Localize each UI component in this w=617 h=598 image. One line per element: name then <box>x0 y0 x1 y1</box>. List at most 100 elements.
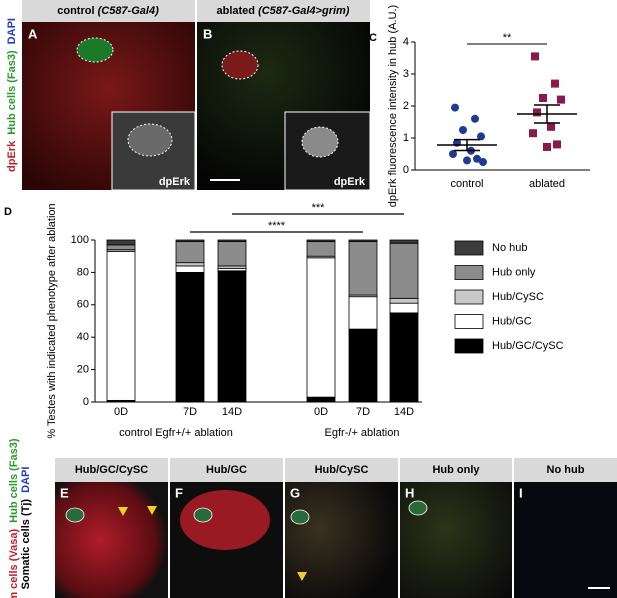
y-tick-label: 4 <box>403 36 409 48</box>
side-label: Germ cells (Vasa) Hub cells (Fas3) Somat… <box>8 435 32 598</box>
dot <box>529 129 537 138</box>
legend-swatch <box>454 314 484 329</box>
legend-swatch <box>454 338 484 354</box>
micrograph <box>514 482 617 598</box>
y-tick-label: 1 <box>403 132 409 144</box>
header-text: ablated <box>217 5 256 17</box>
y-tick-label: 100 <box>71 234 89 246</box>
legend-swatch <box>454 289 484 305</box>
hub-outline <box>193 507 213 523</box>
dot <box>471 114 479 123</box>
label-part: Hub cells (Fas3) <box>6 50 18 135</box>
panel-header-bg <box>170 458 283 482</box>
x-tick-label: ablated <box>529 178 565 190</box>
inset-label: dpErk <box>334 176 366 188</box>
panel-header: Hub/GC/CySC <box>75 464 148 476</box>
y-tick-label: 40 <box>77 331 89 343</box>
panel-header: No hub <box>547 464 585 476</box>
bar-segment <box>306 257 336 398</box>
inset-label: dpErk <box>159 176 191 188</box>
legend-label: No hub <box>492 242 527 254</box>
dot <box>477 132 485 141</box>
micrograph <box>285 482 398 598</box>
legend-label: Hub only <box>492 266 536 278</box>
bar-segment <box>217 270 247 403</box>
header-italic: (C587-Gal4) <box>98 5 159 17</box>
side-label: dpErk Hub cells (Fas3) DAPI <box>6 18 18 172</box>
panel-letter: A <box>28 26 38 41</box>
inset-hub <box>127 123 173 157</box>
hub-outline <box>76 37 114 63</box>
label-part: Germ cells (Vasa) <box>8 529 20 598</box>
dot <box>557 95 565 104</box>
panel-header-bg <box>285 458 398 482</box>
dot <box>553 140 561 149</box>
bar-segment <box>389 239 419 244</box>
bar-segment <box>175 241 205 264</box>
arrowhead <box>147 506 157 515</box>
panel-header: ablated (C587-Gal4>grim) <box>217 5 350 17</box>
inset-hub <box>301 126 339 158</box>
panel-header-bg <box>197 0 370 22</box>
hub-outline <box>221 50 259 80</box>
hub-outline <box>65 507 85 523</box>
bar-segment <box>106 244 136 251</box>
bar-segment <box>348 239 378 243</box>
dot <box>547 122 555 131</box>
bar-segment <box>217 239 247 243</box>
panel-letter: H <box>405 485 414 500</box>
bar-segment <box>306 396 336 403</box>
dot <box>451 103 459 112</box>
x-tick-label: 14D <box>222 406 242 418</box>
bar-segment <box>348 241 378 296</box>
micrograph <box>400 482 512 598</box>
label-part: Somatic cells (Tj) <box>20 499 32 590</box>
y-tick-label: 0 <box>403 164 409 176</box>
y-tick-label: 3 <box>403 68 409 80</box>
panel-header-bg <box>400 458 512 482</box>
bar-segment <box>389 312 419 403</box>
x-tick-label: control <box>450 178 483 190</box>
legend-label: Hub/CySC <box>492 291 544 303</box>
y-tick-label: 80 <box>77 266 89 278</box>
bar-segment <box>389 302 419 314</box>
bar-segment <box>175 265 205 273</box>
dot <box>539 94 547 102</box>
panel-letter: B <box>203 26 212 41</box>
legend-swatch <box>454 265 484 280</box>
panel-header: Hub/GC <box>206 464 247 476</box>
bar-segment <box>348 296 378 330</box>
dot <box>473 154 481 163</box>
bar-segment <box>306 241 336 257</box>
hub-outline <box>408 500 428 516</box>
panel-letter: C <box>369 32 377 44</box>
micrograph <box>55 482 168 598</box>
panel-letter: E <box>60 485 69 500</box>
legend-label: Hub/GC/CySC <box>492 340 564 352</box>
tissue <box>180 490 270 550</box>
header-italic: (C587-Gal4>grim) <box>258 5 350 17</box>
hub-outline <box>290 509 310 525</box>
significance: *** <box>312 202 326 214</box>
dot <box>479 158 487 166</box>
significance: ** <box>503 32 512 44</box>
significance: **** <box>268 220 286 232</box>
panel-letter: D <box>4 206 12 218</box>
bar-segment <box>389 242 419 299</box>
group-label: control Egfr+/+ ablation <box>119 427 233 439</box>
bar-segment <box>106 250 136 401</box>
dot <box>531 52 539 61</box>
y-tick-label: 60 <box>77 299 89 311</box>
panel-letter: G <box>290 485 300 500</box>
bar-segment <box>348 328 378 403</box>
x-tick-label: 0D <box>114 406 128 418</box>
dot <box>543 142 551 151</box>
panel-header-bg <box>514 458 617 482</box>
arrowhead <box>297 572 307 581</box>
bar-segment <box>175 239 205 243</box>
panel-header: Hub/CySC <box>315 464 369 476</box>
dot <box>533 108 541 117</box>
dot <box>449 150 457 158</box>
dot <box>463 156 471 165</box>
bar-segment <box>175 271 205 403</box>
